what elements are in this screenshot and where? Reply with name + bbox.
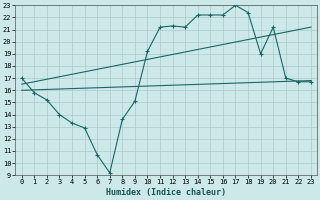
X-axis label: Humidex (Indice chaleur): Humidex (Indice chaleur) (106, 188, 226, 197)
